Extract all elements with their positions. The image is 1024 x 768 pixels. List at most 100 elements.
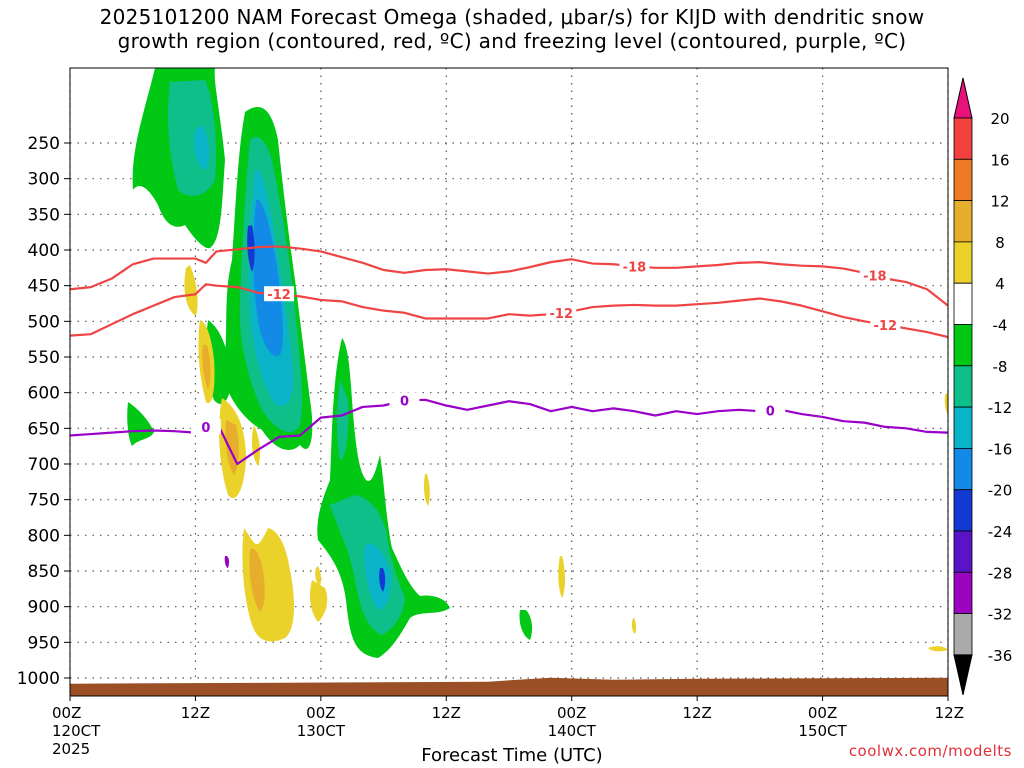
- colorbar-tick-label: 20: [990, 110, 1009, 128]
- contour-label-bg: [619, 258, 650, 274]
- chart-title-line-1: 2025101200 NAM Forecast Omega (shaded, μ…: [99, 5, 925, 29]
- omega-region-green: [317, 338, 450, 658]
- x-date-label: 130CT: [297, 722, 346, 740]
- ground-fill: [70, 677, 948, 696]
- colorbar-tick-label: -36: [988, 647, 1013, 665]
- colorbar-tick-label: -24: [988, 523, 1013, 541]
- x-tick-label: 12Z: [935, 704, 964, 722]
- omega-region-orange: [249, 548, 265, 612]
- contour-label-bg: [264, 286, 295, 302]
- colorbar-bin: [953, 117, 973, 160]
- omega-shading: [127, 68, 948, 658]
- contour-label-bg: [859, 267, 890, 283]
- colorbar-bin: [953, 200, 973, 243]
- colorbar-bin: [953, 324, 973, 367]
- contour-label: -12: [550, 307, 574, 322]
- y-tick-label: 750: [28, 491, 60, 511]
- colorbar-bin: [953, 613, 973, 656]
- contour-label: -12: [267, 288, 291, 303]
- colorbar-tick-label: -16: [988, 440, 1013, 458]
- omega-region-yellow: [184, 265, 198, 316]
- colorbar-bin: [953, 447, 973, 491]
- colorbar-tick-label: -12: [988, 399, 1013, 417]
- contour-line: [70, 283, 948, 339]
- omega-region-yellow: [631, 618, 637, 634]
- omega-region-green: [519, 610, 533, 640]
- omega-region-cyan: [364, 543, 391, 610]
- colorbar-arrow-bottom: [953, 654, 973, 696]
- omega-region-yellow: [558, 556, 565, 598]
- omega-region-yellow: [251, 425, 261, 466]
- chart-title-line-2: growth region (contoured, red, ºC) and f…: [117, 29, 907, 53]
- y-tick-label: 550: [28, 348, 60, 368]
- plot-frame: [69, 67, 949, 697]
- omega-region-orange: [202, 345, 211, 390]
- contour-label-bg: [389, 392, 420, 408]
- y-tick-label: 950: [28, 633, 60, 653]
- y-tick-label: 450: [28, 277, 60, 297]
- x-tick-label: 00Z: [52, 704, 81, 722]
- contour-label-bg: [190, 418, 221, 434]
- x-tick-label: 00Z: [557, 704, 586, 722]
- x-tick-label: 12Z: [682, 704, 711, 722]
- contour-label: 0: [766, 405, 775, 420]
- y-tick-label: 300: [28, 170, 60, 190]
- contour-label: -18: [623, 260, 647, 275]
- contour-label-bg: [755, 402, 786, 418]
- y-tick-label: 650: [28, 419, 60, 439]
- omega-region-green: [127, 402, 154, 446]
- y-tick-label: 350: [28, 205, 60, 225]
- colorbar-tick-label: -28: [988, 564, 1013, 582]
- x-date-label: 120CT: [52, 722, 101, 740]
- colorbar-bin: [953, 489, 973, 532]
- contour-label-bg: [546, 304, 577, 320]
- ground-surface: [70, 677, 948, 696]
- colorbar-tick-label: -20: [988, 482, 1013, 500]
- y-tick-label: 500: [28, 312, 60, 332]
- contour-label: 0: [400, 395, 409, 410]
- colorbar-bin: [953, 282, 973, 325]
- omega-region-teal: [337, 380, 349, 460]
- y-tick-label: 1000: [17, 669, 60, 689]
- omega-region-yellow: [315, 566, 322, 586]
- y-tick-label: 800: [28, 526, 60, 546]
- colorbar-tick-label: -4: [993, 317, 1008, 335]
- y-tick-label: 400: [28, 241, 60, 261]
- omega-region-yellow: [310, 580, 328, 622]
- x-tick-label: 00Z: [808, 704, 837, 722]
- contour-label: -18: [863, 270, 887, 285]
- colorbar-arrow-top: [953, 77, 973, 119]
- colorbar-bin: [953, 530, 973, 573]
- omega-region-blue: [253, 199, 283, 356]
- contour-label-bg: [870, 316, 901, 332]
- x-date-label: 140CT: [548, 722, 597, 740]
- colorbar-tick-label: 8: [995, 234, 1005, 252]
- contour-label: 0: [201, 421, 210, 436]
- omega-region-yellow: [928, 646, 948, 652]
- colorbar-tick-label: -32: [988, 606, 1013, 624]
- colorbar-tick-label: 4: [995, 275, 1005, 293]
- colorbar-tick-label: 12: [990, 193, 1009, 211]
- y-tick-label: 250: [28, 134, 60, 154]
- colorbar-bin: [953, 241, 973, 284]
- x-tick-label: 12Z: [181, 704, 210, 722]
- colorbar-tick-label: -8: [993, 358, 1008, 376]
- y-tick-label: 850: [28, 562, 60, 582]
- x-year-label: 2025: [52, 740, 90, 758]
- x-date-label: 150CT: [798, 722, 847, 740]
- x-tick-label: 00Z: [306, 704, 335, 722]
- omega-region-darkblue: [379, 568, 386, 592]
- omega-region-yellow: [424, 474, 430, 506]
- omega-region-cyan: [194, 125, 210, 170]
- y-tick-label: 700: [28, 455, 60, 475]
- contour-label: -12: [874, 319, 898, 334]
- y-tick-label: 900: [28, 598, 60, 618]
- pressure-axis: 250 300 350 400 450 500 550 600 650 700 750 800 850 9…: [17, 134, 70, 689]
- colorbar-tick-label: 16: [990, 151, 1009, 169]
- colorbar-bin: [953, 158, 973, 202]
- site-credit[interactable]: coolwx.com/modelts: [848, 742, 1012, 760]
- colorbar-bin: [953, 406, 973, 449]
- x-tick-label: 12Z: [432, 704, 461, 722]
